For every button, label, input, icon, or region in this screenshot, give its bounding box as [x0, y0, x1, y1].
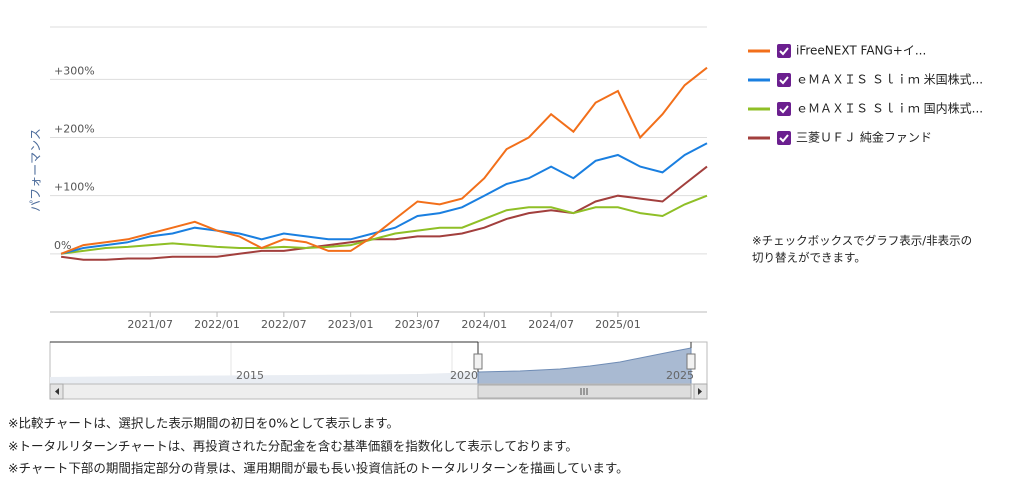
legend-checkbox[interactable] — [777, 102, 791, 116]
y-tick-label: +100% — [54, 181, 95, 194]
legend-label: iFreeNEXT FANG+イ... — [796, 44, 926, 58]
y-tick-label: +300% — [54, 64, 95, 77]
x-tick-label: 2022/07 — [261, 318, 307, 331]
legend-checkbox[interactable] — [777, 73, 791, 87]
y-tick-label: 0% — [54, 239, 71, 252]
arrow — [698, 388, 702, 395]
navigator-label: 2020 — [450, 369, 478, 382]
navigator-handle[interactable] — [686, 353, 696, 370]
x-tick-label: 2021/07 — [127, 318, 173, 331]
navigator-area — [50, 372, 478, 384]
series-line — [60, 194, 708, 255]
y-tick-label: +200% — [54, 123, 95, 136]
legend-label: ｅＭＡＸＩＳ Ｓｌｉｍ 国内株式... — [796, 101, 983, 116]
x-tick-label: 2024/07 — [528, 318, 574, 331]
x-tick-label: 2022/01 — [194, 318, 240, 331]
x-tick-label: 2023/01 — [328, 318, 374, 331]
legend-label: 三菱ＵＦＪ 純金ファンド — [796, 130, 932, 145]
series-line — [60, 142, 708, 255]
scrollbar-grip — [580, 388, 588, 395]
series-line — [60, 66, 708, 255]
x-tick-label: 2024/01 — [461, 318, 507, 331]
check-mark — [779, 76, 789, 85]
legend-checkbox[interactable] — [777, 44, 791, 58]
check-mark — [779, 105, 789, 114]
y-axis-label: パフォーマンス — [29, 128, 43, 212]
x-tick-label: 2025/01 — [595, 318, 641, 331]
series-line — [60, 165, 708, 261]
x-tick-label: 2023/07 — [395, 318, 441, 331]
check-mark — [779, 47, 789, 56]
arrow — [55, 388, 59, 395]
legend-label: ｅＭＡＸＩＳ Ｓｌｉｍ 米国株式... — [796, 72, 983, 87]
navigator-label: 2025 — [666, 369, 694, 382]
check-mark — [779, 134, 789, 143]
legend-checkbox[interactable] — [777, 131, 791, 145]
note-line-1: ※チェックボックスでグラフ表示/非表示の — [752, 234, 972, 248]
navigator-handle[interactable] — [473, 353, 483, 370]
footer-note: ※チャート下部の期間指定部分の背景は、運用期間が最も長い投資信託のトータルリター… — [8, 461, 629, 476]
note-line-2: 切り替えができます。 — [752, 251, 866, 265]
navigator-label: 2015 — [236, 369, 264, 382]
footer-note: ※トータルリターンチャートは、再投資された分配金を含む基準価額を指数化して表示し… — [8, 439, 578, 454]
footer-note: ※比較チャートは、選択した表示期間の初日を0%として表示します。 — [8, 416, 399, 431]
